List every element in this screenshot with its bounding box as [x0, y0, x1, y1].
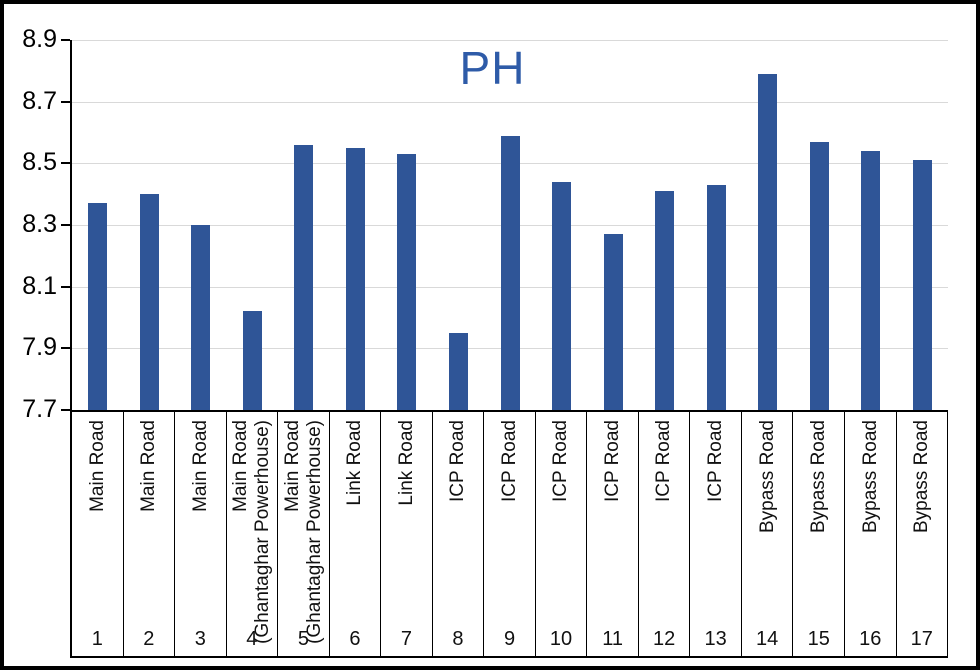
x-category-cell: ICP Road 8	[433, 412, 485, 656]
x-category-cell: Link Road 6	[330, 412, 382, 656]
x-category-cell: ICP Road 13	[690, 412, 742, 656]
category-label: Main Road	[86, 420, 108, 512]
y-tick-mark	[61, 101, 70, 103]
y-tick-label: 8.3	[22, 209, 57, 238]
plot-area	[70, 40, 948, 412]
x-category-cell: ICP Road 10	[536, 412, 588, 656]
category-label: Bypass Road	[859, 420, 881, 534]
category-number: 12	[652, 628, 676, 650]
bar	[294, 145, 314, 410]
bar	[861, 151, 881, 410]
bar	[242, 311, 262, 410]
category-number: 10	[549, 628, 573, 650]
category-label: Main Road	[281, 420, 303, 512]
x-category-cell: Main Road (Ghantaghar Powerhouse) 5	[278, 412, 330, 656]
y-tick-label: 7.7	[22, 394, 57, 423]
x-category-cell: Link Road 7	[381, 412, 433, 656]
bar	[706, 185, 726, 410]
x-category-cell: Bypass Road 16	[845, 412, 897, 656]
bar	[552, 182, 572, 410]
gridline	[72, 40, 948, 41]
category-label: Bypass Road	[756, 420, 778, 534]
x-category-cell: Bypass Road 15	[793, 412, 845, 656]
category-number: 5	[297, 628, 309, 650]
bar	[191, 225, 211, 410]
gridline	[72, 102, 948, 103]
category-label: ICP Road	[498, 420, 520, 503]
category-label: ICP Road	[447, 420, 469, 503]
bar	[397, 154, 417, 410]
category-label: Link Road	[395, 420, 417, 506]
category-number: 15	[807, 628, 830, 650]
y-tick-mark	[61, 224, 70, 226]
x-category-cell: Main Road 3	[175, 412, 227, 656]
y-tick-mark	[61, 162, 70, 164]
x-category-cell: ICP Road 11	[587, 412, 639, 656]
category-number: 11	[602, 628, 623, 650]
y-tick-label: 8.7	[22, 86, 57, 115]
chart-title: PH	[459, 42, 526, 94]
category-label: Main Road	[138, 420, 160, 512]
category-number: 6	[349, 628, 361, 650]
category-number: 3	[194, 628, 206, 650]
category-label: ICP Road	[653, 420, 675, 503]
category-sublabel: (Ghantaghar Powerhouse)	[252, 420, 274, 644]
y-tick-label: 8.9	[22, 24, 57, 53]
category-number: 16	[859, 628, 882, 650]
category-label: ICP Road	[601, 420, 623, 503]
category-sublabel: (Ghantaghar Powerhouse)	[303, 420, 325, 644]
x-category-cell: Bypass Road 14	[742, 412, 794, 656]
bar	[758, 74, 778, 410]
bar	[603, 234, 623, 410]
x-category-cell: Main Road (Ghantaghar Powerhouse) 4	[227, 412, 279, 656]
category-label: ICP Road	[550, 420, 572, 503]
category-label: Bypass Road	[808, 420, 830, 534]
bar	[500, 136, 520, 410]
x-category-cell: Main Road 2	[124, 412, 176, 656]
category-number: 1	[91, 628, 103, 650]
x-category-cell: ICP Road 9	[484, 412, 536, 656]
y-tick-mark	[61, 409, 70, 411]
category-label: ICP Road	[705, 420, 726, 503]
bar	[655, 191, 675, 410]
bar	[345, 148, 365, 410]
bar	[912, 160, 932, 410]
category-label: Bypass Road	[911, 420, 933, 534]
category-number: 2	[143, 628, 155, 650]
y-tick-mark	[61, 39, 70, 41]
category-number: 7	[400, 628, 413, 650]
category-number: 8	[452, 628, 464, 650]
y-tick-mark	[61, 286, 70, 288]
x-axis-label-area: Main Road 1 Main Road 2 Main Road 3 Main Road(…	[70, 412, 949, 658]
x-category-cell: Main Road 1	[72, 412, 124, 656]
y-tick-label: 8.5	[22, 148, 57, 177]
category-label: Link Road	[344, 420, 366, 506]
x-category-cell: ICP Road 12	[639, 412, 691, 656]
y-tick-label: 8.1	[22, 271, 57, 300]
bar	[139, 194, 159, 410]
category-number: 17	[910, 628, 933, 650]
category-label: Main Road	[189, 420, 211, 512]
y-tick-mark	[61, 347, 70, 349]
category-label: Main Road	[230, 420, 252, 512]
category-number: 13	[704, 628, 727, 650]
category-number: 14	[756, 628, 779, 650]
bar	[448, 333, 468, 410]
bar	[809, 142, 829, 410]
category-number: 9	[503, 628, 516, 650]
bar	[88, 203, 108, 410]
y-tick-label: 7.9	[22, 333, 57, 362]
category-number: 4	[246, 628, 258, 650]
x-category-cell: Bypass Road 17	[897, 412, 949, 656]
